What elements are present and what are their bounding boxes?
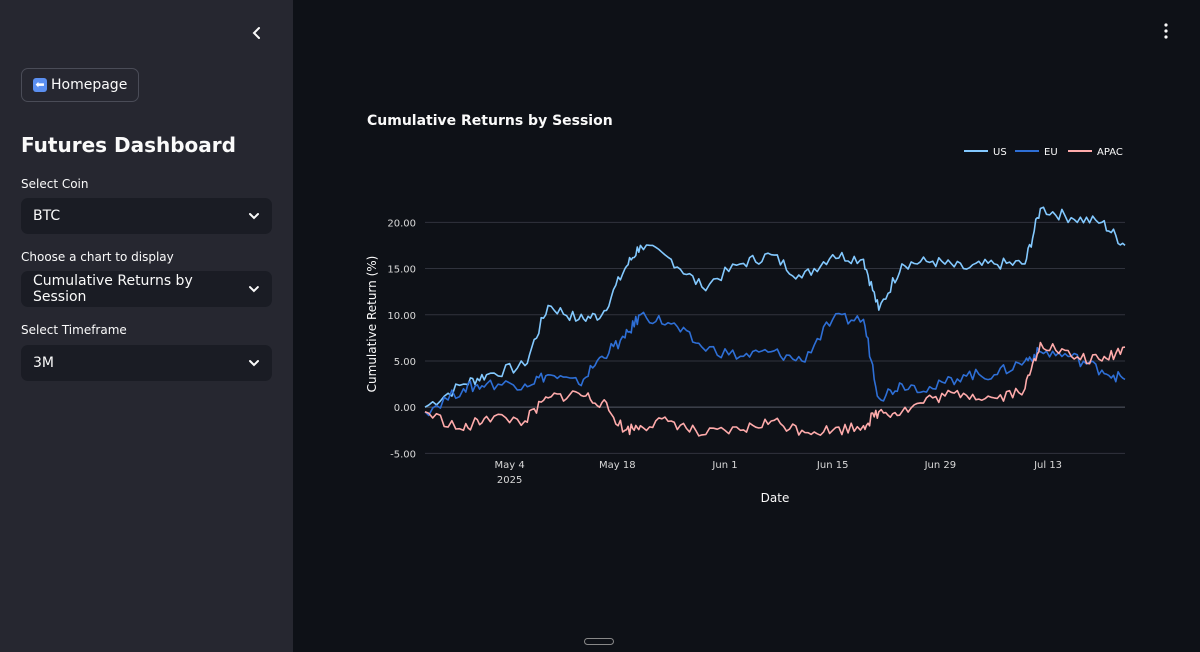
timeframe-select-label: Select Timeframe [21, 323, 127, 337]
chevron-down-icon [249, 286, 260, 293]
homepage-button-label: Homepage [51, 77, 128, 93]
chart-select[interactable]: Cumulative Returns by Session [21, 271, 272, 307]
chart-select-value: Cumulative Returns by Session [33, 273, 193, 305]
chart-title: Cumulative Returns by Session [367, 113, 613, 129]
chevron-down-icon [249, 360, 259, 367]
chevron-left-icon [252, 27, 260, 39]
chart-container [365, 98, 1130, 518]
timeframe-select-value: 3M [33, 355, 54, 371]
homepage-button[interactable]: ⬅ Homepage [21, 68, 140, 102]
left-arrow-icon: ⬅ [33, 78, 47, 92]
sidebar-title: Futures Dashboard [21, 133, 236, 157]
coin-select-value: BTC [33, 208, 61, 224]
timeframe-select[interactable]: 3M [21, 345, 272, 381]
main-menu-button[interactable] [1155, 20, 1177, 42]
collapse-sidebar-button[interactable] [246, 22, 268, 44]
sidebar: ⬅ Homepage Futures Dashboard Select Coin… [0, 0, 293, 652]
coin-select-label: Select Coin [21, 177, 89, 191]
chevron-down-icon [249, 213, 259, 220]
kebab-menu-icon [1164, 23, 1168, 39]
coin-select[interactable]: BTC [21, 198, 272, 234]
chart-select-label: Choose a chart to display [21, 250, 174, 264]
resize-handle[interactable] [584, 638, 614, 645]
